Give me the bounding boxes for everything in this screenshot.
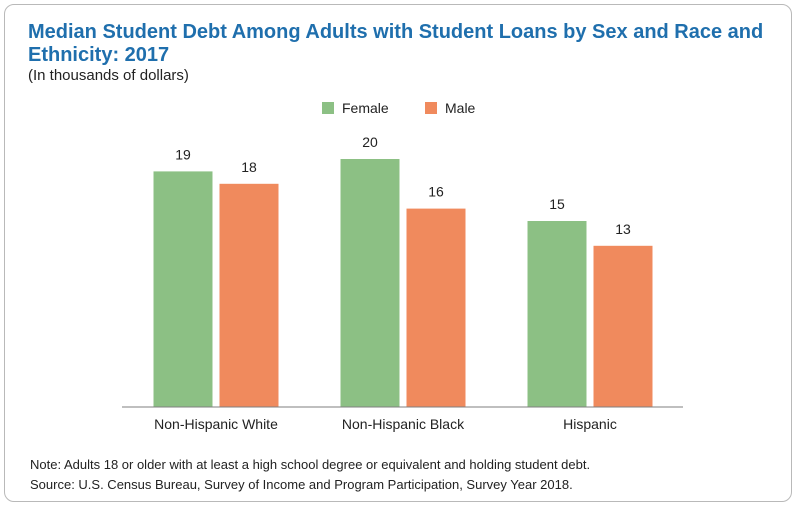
category-label-non-hispanic-black: Non-Hispanic Black xyxy=(342,416,465,432)
legend-label-female: Female xyxy=(342,100,389,116)
bar-non-hispanic-black-male xyxy=(406,208,466,407)
value-labels: 19 18 20 16 15 13 xyxy=(175,134,631,237)
chart-title: Median Student Debt Among Adults with St… xyxy=(28,21,764,66)
legend: Female Male xyxy=(322,100,476,116)
bar-non-hispanic-white-male xyxy=(219,183,279,407)
bars xyxy=(153,159,653,407)
bar-hispanic-female xyxy=(527,221,587,407)
bar-hispanic-male xyxy=(593,245,653,407)
value-label-non-hispanic-white-male: 18 xyxy=(241,159,257,175)
value-label-hispanic-male: 13 xyxy=(615,221,631,237)
legend-label-male: Male xyxy=(445,100,476,116)
chart-subtitle: (In thousands of dollars) xyxy=(28,67,189,84)
category-labels: Non-Hispanic White Non-Hispanic Black Hisp… xyxy=(154,416,617,432)
value-label-non-hispanic-black-female: 20 xyxy=(362,134,378,150)
value-label-hispanic-female: 15 xyxy=(549,196,565,212)
category-label-hispanic: Hispanic xyxy=(563,416,617,432)
legend-swatch-female xyxy=(322,102,334,114)
bar-non-hispanic-black-female xyxy=(340,159,400,407)
source-text: Source: U.S. Census Bureau, Survey of In… xyxy=(30,477,573,492)
category-label-non-hispanic-white: Non-Hispanic White xyxy=(154,416,278,432)
legend-swatch-male xyxy=(425,102,437,114)
note-text: Note: Adults 18 or older with at least a… xyxy=(30,457,591,472)
bar-non-hispanic-white-female xyxy=(153,171,213,407)
value-label-non-hispanic-black-male: 16 xyxy=(428,184,444,200)
notes: Note: Adults 18 or older with at least a… xyxy=(30,455,590,495)
value-label-non-hispanic-white-female: 19 xyxy=(175,146,191,162)
